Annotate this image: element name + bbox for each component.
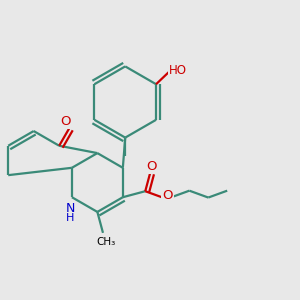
Text: N: N [66, 202, 75, 215]
Text: CH₃: CH₃ [96, 236, 116, 247]
Text: HO: HO [169, 64, 187, 77]
Text: O: O [60, 115, 71, 128]
Text: H: H [66, 213, 74, 223]
Text: O: O [146, 160, 157, 173]
Text: O: O [162, 189, 172, 202]
